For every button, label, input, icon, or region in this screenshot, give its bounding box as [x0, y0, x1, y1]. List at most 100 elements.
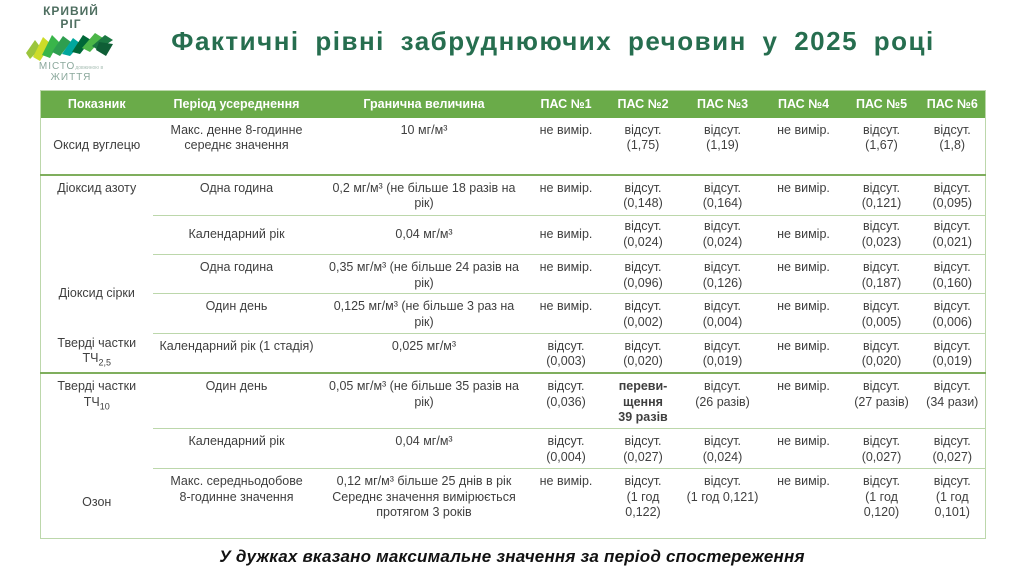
- value-cell: відсут. (1,67): [862, 122, 901, 153]
- table-row: Оксид вуглецю Макс. денне 8-годинне сере…: [41, 118, 986, 175]
- indicator-cell-co: Оксид вуглецю: [53, 137, 141, 152]
- table-row: Озон Макс. середньодобове 8-годинне знач…: [41, 467, 986, 539]
- value-cell: відсут. (0,004): [527, 427, 605, 469]
- value-cell: відсут. (1 год 0,120): [843, 467, 920, 539]
- logo-swoosh-icon: [26, 33, 113, 61]
- column-header-period: Період усереднення: [152, 90, 321, 118]
- indicator-cell-pm25: Тверді частки ТЧ2,5: [41, 333, 153, 373]
- limit-cell: 0,04 мг/м³: [320, 427, 528, 469]
- limit-cell: 0,125 мг/м³ (не більше 3 раз на рік): [320, 293, 528, 333]
- pollutants-table-wrapper: Показник Період усереднення Гранична вел…: [40, 90, 986, 539]
- indicator-subscript: 2,5: [98, 357, 111, 368]
- indicator-label: Тверді частки ТЧ: [57, 335, 137, 366]
- value-cell: відсут. (1 год 0,122): [604, 467, 682, 539]
- logo-slogan-line2: ЖИТТЯ: [50, 72, 92, 83]
- value-cell: відсут. (0,019): [919, 332, 986, 373]
- value-cell: не вимір.: [539, 122, 593, 137]
- value-cell: відсут. (0,036): [527, 371, 605, 429]
- value-cell: не вимір.: [763, 215, 844, 255]
- period-cell: Один день: [152, 293, 321, 333]
- value-cell: відсут. (0,006): [919, 293, 986, 333]
- column-header-pas5: ПАС №5: [843, 90, 920, 118]
- value-cell: відсут. (0,187): [843, 253, 920, 294]
- value-cell: відсут. (0,005): [843, 293, 920, 333]
- indicator-cell-o3: Озон: [82, 495, 112, 510]
- value-cell: відсут. (0,024): [681, 427, 764, 469]
- value-cell: відсут. (34 рази): [919, 371, 986, 429]
- value-cell: відсут. (0,020): [604, 332, 682, 373]
- value-cell: відсут. (0,027): [604, 427, 682, 469]
- column-header-limit: Гранична величина: [320, 90, 528, 118]
- indicator-subscript: 10: [99, 401, 110, 412]
- indicator-cell-pm10: Тверді частки ТЧ10: [40, 371, 153, 469]
- value-cell: відсут. (0,164): [681, 173, 764, 216]
- value-cell: відсут. (0,121): [843, 173, 920, 216]
- period-cell: Одна година: [152, 173, 321, 216]
- value-cell: відсут. (0,003): [527, 332, 605, 373]
- table-row: Діоксид сірки Одна година 0,35 мг/м³ (не…: [41, 253, 986, 300]
- period-cell: Календарний рік: [152, 427, 321, 469]
- logo-city-name-line2: РІГ: [60, 17, 82, 31]
- indicator-cell-so2: Діоксид сірки: [58, 285, 135, 300]
- value-cell: не вимір.: [763, 293, 844, 333]
- value-cell: відсут. (0,160): [919, 253, 986, 294]
- value-cell: відсут. (0,148): [604, 173, 682, 216]
- table-row: Календарний рік 0,04 мг/м³ відсут. (0,00…: [41, 427, 986, 469]
- value-cell: не вимір.: [527, 253, 605, 294]
- table-header-row: Показник Період усереднення Гранична вел…: [40, 90, 986, 118]
- limit-cell: 0,2 мг/м³ (не більше 18 разів на рік): [320, 173, 528, 216]
- table-row: Тверді частки ТЧ2,5 Календарний рік (1 с…: [41, 332, 986, 373]
- city-logo: КРИВИЙ РІГ МІСТОдовжиною в ЖИТТЯ: [22, 4, 120, 88]
- value-cell: відсут. (0,027): [843, 427, 920, 469]
- value-cell: відсут. (27 разів): [843, 371, 920, 429]
- page-title: Фактичні рівні забруднюючих речовин у 20…: [171, 26, 935, 56]
- value-cell: не вимір.: [763, 467, 844, 539]
- period-cell: Макс. середньодобове 8-годинне значення: [152, 467, 321, 539]
- column-header-pas2: ПАС №2: [604, 90, 682, 118]
- value-cell: відсут. (0,024): [681, 215, 764, 255]
- value-cell: відсут. (0,023): [843, 215, 920, 255]
- value-cell: не вимір.: [763, 173, 844, 216]
- value-cell: відсут. (26 разів): [681, 371, 764, 429]
- limit-cell: 0,04 мг/м³: [320, 215, 528, 255]
- pollutants-table: Показник Період усереднення Гранична вел…: [40, 90, 986, 539]
- logo-slogan-misto: МІСТО: [38, 61, 76, 72]
- period-cell: Календарний рік: [152, 215, 321, 255]
- column-header-pas6: ПАС №6: [919, 90, 986, 118]
- value-cell: не вимір.: [527, 467, 605, 539]
- column-header-pas3: ПАС №3: [681, 90, 764, 118]
- value-cell: відсут. (1,19): [703, 122, 742, 153]
- period-cell: Макс. денне 8-годинне середнє значення: [170, 122, 303, 153]
- value-cell: відсут. (1,75): [624, 122, 662, 153]
- column-header-pas4: ПАС №4: [763, 90, 844, 118]
- table-row: Тверді частки ТЧ10 Один день 0,05 мг/м³ …: [40, 371, 986, 469]
- indicator-cell-no2: Діоксид азоту: [40, 173, 153, 255]
- logo-slogan-line1: МІСТОдовжиною в: [22, 61, 120, 72]
- logo-city-name-line1: КРИВИЙ: [43, 4, 99, 18]
- value-cell: не вимір.: [527, 215, 605, 255]
- value-cell: відсут. (0,021): [919, 215, 986, 255]
- value-cell: відсут. (1 год 0,101): [919, 467, 986, 539]
- table-row: Один день 0,125 мг/м³ (не більше 3 раз н…: [41, 293, 986, 333]
- logo-slogan-middle: довжиною в: [75, 65, 104, 71]
- limit-cell: 0,025 мг/м³: [320, 332, 528, 373]
- value-cell: відсут. (0,020): [843, 332, 920, 373]
- value-cell: не вимір.: [763, 371, 844, 429]
- value-cell: відсут. (0,096): [604, 253, 682, 294]
- value-cell: не вимір.: [763, 427, 844, 469]
- table-row: Календарний рік 0,04 мг/м³ не вимір. від…: [41, 215, 986, 255]
- column-header-pas1: ПАС №1: [527, 90, 605, 118]
- value-cell: відсут. (1 год 0,121): [681, 467, 764, 539]
- limit-cell: 0,05 мг/м³ (не більше 35 разів на рік): [320, 371, 528, 429]
- indicator-label: Тверді частки ТЧ: [57, 379, 137, 409]
- value-cell: відсут. (0,095): [919, 173, 986, 216]
- value-cell-exceedance: переви-щення 39 разів: [604, 371, 682, 429]
- value-cell: відсут. (0,027): [919, 427, 986, 469]
- value-cell: не вимір.: [763, 253, 844, 294]
- value-cell: відсут. (0,024): [604, 215, 682, 255]
- limit-cell: 10 мг/м³: [400, 122, 448, 137]
- value-cell: не вимір.: [777, 122, 830, 137]
- period-cell: Календарний рік (1 стадія): [152, 332, 321, 373]
- limit-cell: 0,35 мг/м³ (не більше 24 разів на рік): [320, 253, 528, 294]
